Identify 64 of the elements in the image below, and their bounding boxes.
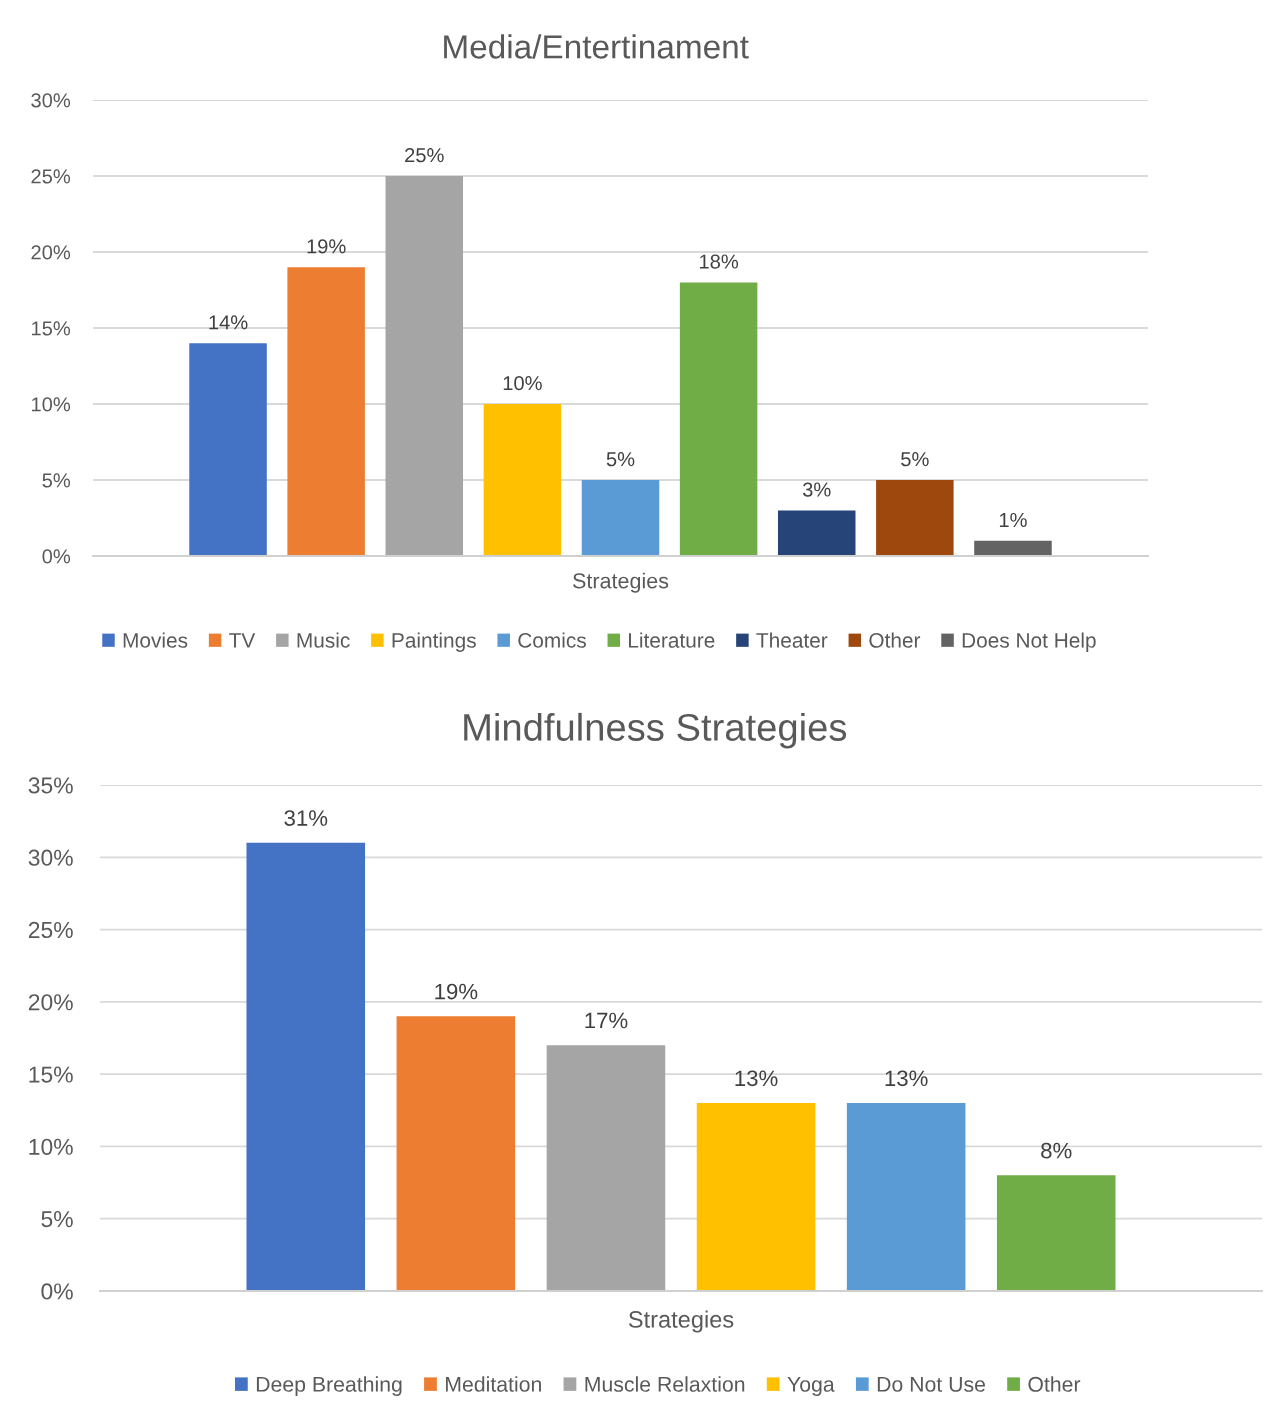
- legend-label: Do Not Use: [877, 1377, 985, 1392]
- x-tick-label: Strategies: [628, 1310, 734, 1333]
- bar: [189, 343, 267, 556]
- legend-label: Theater: [756, 632, 828, 648]
- bar: [581, 480, 660, 556]
- y-tick-label: 30%: [31, 93, 71, 108]
- y-tick-label: 10%: [29, 1138, 73, 1155]
- legend-label: Literature: [629, 632, 715, 648]
- legend-label: Music: [297, 632, 350, 648]
- legend-label: Comics: [518, 632, 586, 648]
- bar: [777, 510, 856, 556]
- bar: [876, 480, 954, 556]
- bar: [974, 540, 1052, 556]
- y-tick-label: 5%: [41, 1211, 73, 1228]
- data-label: 14%: [209, 315, 248, 330]
- bar: [996, 1175, 1116, 1291]
- bar: [679, 282, 758, 556]
- y-tick-label: 30%: [28, 849, 73, 866]
- y-tick-label: 15%: [29, 1066, 73, 1083]
- data-label: 1%: [999, 512, 1027, 528]
- data-label: 18%: [700, 254, 739, 269]
- bar: [287, 267, 365, 556]
- legend-label: Meditation: [446, 1376, 541, 1392]
- bar: [385, 176, 464, 556]
- bar: [846, 1103, 966, 1291]
- x-tick-label: Strategies: [573, 572, 669, 593]
- chart-title: Media/Entertinament: [444, 34, 749, 59]
- legend-label: Movies: [123, 632, 188, 648]
- chart-title: Mindfulness Strategies: [464, 712, 847, 749]
- data-label: 19%: [307, 239, 346, 254]
- data-label: 19%: [435, 983, 478, 1000]
- bar: [696, 1103, 816, 1291]
- data-label: 10%: [503, 376, 542, 391]
- y-tick-label: 5%: [42, 473, 71, 488]
- legend-label: Other: [1028, 1376, 1081, 1392]
- data-label: 13%: [885, 1070, 928, 1087]
- bar: [246, 842, 366, 1291]
- bar: [483, 404, 562, 556]
- legend-label: Deep Breathing: [256, 1376, 402, 1397]
- y-tick-label: 25%: [31, 169, 71, 184]
- data-label: 13%: [735, 1070, 778, 1087]
- y-tick-label: 0%: [42, 549, 71, 564]
- data-label: 17%: [585, 1012, 628, 1029]
- data-label: 3%: [802, 482, 831, 497]
- data-label: 5%: [901, 452, 929, 467]
- data-label: 25%: [405, 148, 444, 163]
- legend-label: Muscle Relaxtion: [585, 1376, 745, 1392]
- data-label: 8%: [1041, 1142, 1072, 1159]
- data-label: 5%: [606, 452, 635, 467]
- bar: [546, 1045, 666, 1291]
- y-tick-label: 15%: [32, 321, 71, 336]
- y-tick-label: 25%: [28, 921, 73, 939]
- data-label: 31%: [284, 810, 328, 826]
- legend-label: Yoga: [787, 1377, 835, 1397]
- y-tick-label: 20%: [28, 994, 73, 1011]
- legend-label: Paintings: [392, 632, 476, 652]
- legend-label: Does Not Help: [962, 632, 1096, 652]
- y-tick-label: 20%: [31, 245, 71, 260]
- y-tick-label: 10%: [32, 397, 71, 412]
- y-tick-label: 0%: [41, 1283, 73, 1300]
- y-tick-label: 35%: [28, 777, 73, 794]
- legend-label: TV: [229, 633, 256, 648]
- legend-label: Other: [869, 632, 921, 648]
- bar: [396, 1016, 516, 1291]
